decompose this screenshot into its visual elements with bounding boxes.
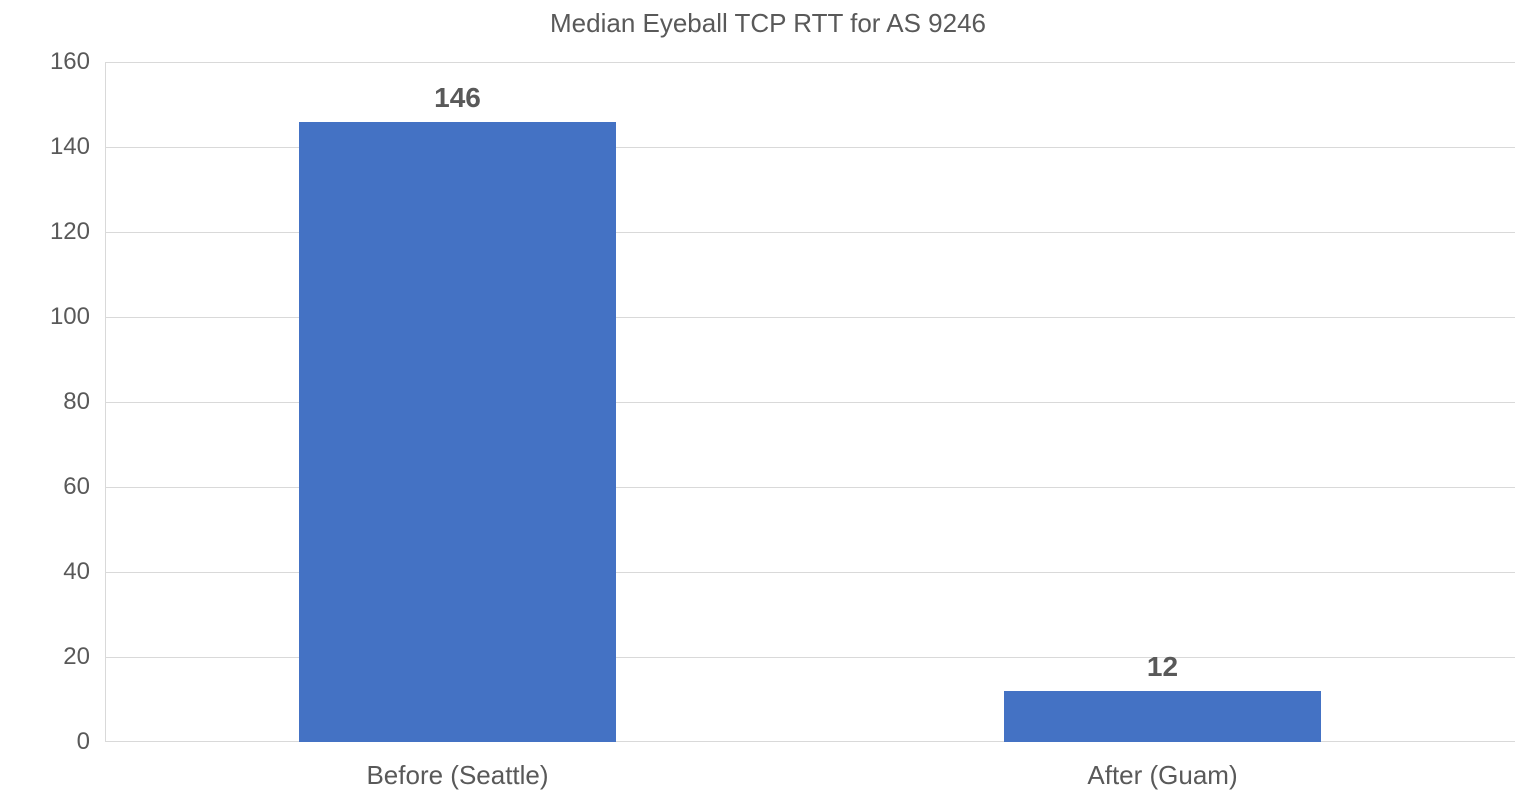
y-tick-label: 160 (0, 48, 90, 76)
y-tick-label: 140 (0, 133, 90, 161)
bar (299, 122, 616, 743)
chart-container: Median Eyeball TCP RTT for AS 9246 146 12… (0, 0, 1536, 810)
bar (1004, 691, 1321, 742)
x-category-label: Before (Seattle) (366, 760, 548, 791)
y-tick-label: 0 (0, 728, 90, 756)
gridline (105, 62, 1515, 63)
y-tick-label: 60 (0, 473, 90, 501)
y-tick-label: 40 (0, 558, 90, 586)
bar-value-label: 146 (434, 82, 481, 114)
plot-area: 146 12 (105, 62, 1515, 742)
y-tick-label: 80 (0, 388, 90, 416)
bar-value-label: 12 (1147, 651, 1178, 683)
y-tick-label: 120 (0, 218, 90, 246)
x-category-label: After (Guam) (1087, 760, 1237, 791)
y-tick-label: 100 (0, 303, 90, 331)
y-tick-label: 20 (0, 643, 90, 671)
chart-title: Median Eyeball TCP RTT for AS 9246 (0, 8, 1536, 39)
